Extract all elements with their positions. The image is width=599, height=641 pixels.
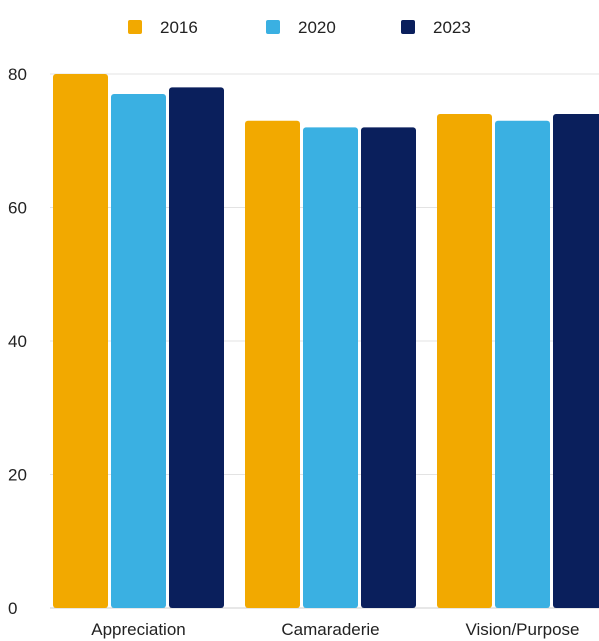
x-category-label: Vision/Purpose <box>465 620 579 639</box>
bar-2023-vision-purpose <box>553 114 599 608</box>
x-axis-labels: Appreciation Camaraderie Vision/Purpose <box>91 620 579 639</box>
legend: 2016 2020 2023 <box>128 18 471 37</box>
bar-2016-vision-purpose <box>437 114 492 609</box>
bars <box>53 74 599 609</box>
y-tick-label: 60 <box>8 199 27 218</box>
y-tick-label: 0 <box>8 599 17 618</box>
legend-label: 2020 <box>298 18 336 37</box>
legend-swatch <box>128 20 142 34</box>
legend-swatch <box>266 20 280 34</box>
bar-2016-camaraderie <box>245 120 300 608</box>
legend-label: 2016 <box>160 18 198 37</box>
bar-2020-camaraderie <box>303 127 358 609</box>
y-axis: 0 20 40 60 80 <box>8 65 27 618</box>
legend-label: 2023 <box>433 18 471 37</box>
bar-2020-appreciation <box>111 94 166 608</box>
bar-2023-camaraderie <box>361 127 416 609</box>
x-category-label: Camaraderie <box>281 620 379 639</box>
bar-2016-appreciation <box>53 74 108 608</box>
legend-swatch <box>401 20 415 34</box>
bar-2020-vision-purpose <box>495 120 550 608</box>
y-tick-label: 40 <box>8 332 27 351</box>
bar-2023-appreciation <box>169 87 224 609</box>
y-tick-label: 80 <box>8 65 27 84</box>
x-category-label: Appreciation <box>91 620 186 639</box>
y-tick-label: 20 <box>8 466 27 485</box>
